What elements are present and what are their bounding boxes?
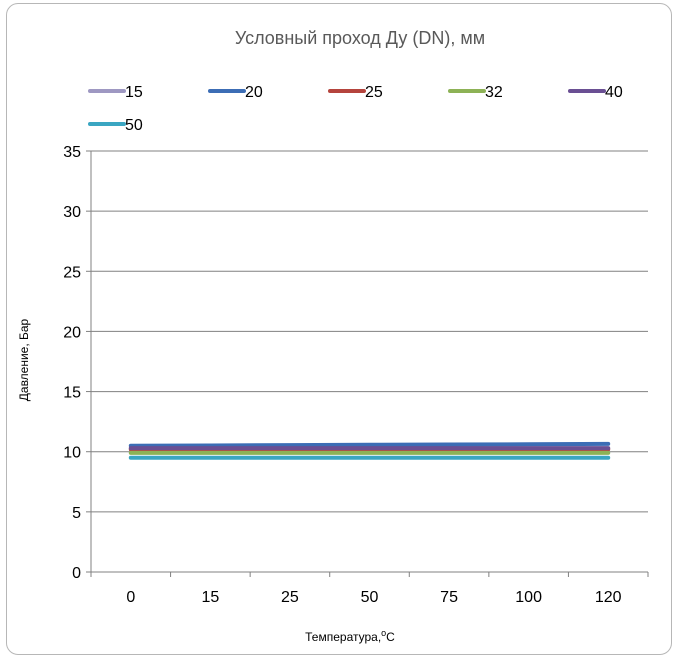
- y-tick-label: 10: [63, 445, 81, 462]
- x-tick-label: 100: [515, 589, 542, 606]
- series-lines: [128, 441, 611, 460]
- x-tick-label: 25: [281, 589, 299, 606]
- y-tick-label: 25: [63, 264, 81, 281]
- legend-label: 50: [125, 117, 143, 134]
- x-tick-label: 120: [595, 589, 622, 606]
- legend-label: 40: [605, 84, 623, 101]
- y-tick-label: 20: [63, 324, 81, 341]
- series-line-20: [128, 441, 611, 448]
- gridlines: [90, 150, 648, 573]
- chart-frame: [6, 3, 672, 655]
- x-axis-label-unit: С: [386, 630, 395, 644]
- legend-label: 15: [125, 84, 143, 101]
- y-tick-label: 30: [63, 204, 81, 221]
- legend-label: 32: [485, 84, 503, 101]
- x-axis-ticks: 0 15 25 50 75 100 120: [90, 572, 649, 606]
- x-tick-label: 15: [201, 589, 219, 606]
- x-tick-label: 0: [126, 589, 135, 606]
- x-tick-label: 50: [361, 589, 379, 606]
- x-axis-label: Температура,oС: [305, 628, 395, 644]
- chart-title: Условный проход Ду (DN), мм: [235, 28, 485, 48]
- legend-label: 25: [365, 84, 383, 101]
- y-tick-label: 0: [72, 565, 81, 582]
- y-tick-label: 35: [63, 144, 81, 161]
- x-axis-label-degree: o: [381, 628, 386, 638]
- y-tick-label: 15: [63, 385, 81, 402]
- x-axis-label-text: Температура,: [305, 630, 381, 644]
- legend: 15 20 25 32 40 50: [88, 84, 623, 134]
- legend-label: 20: [245, 84, 263, 101]
- x-tick-label: 75: [440, 589, 458, 606]
- y-tick-label: 5: [72, 505, 81, 522]
- y-axis-ticks: 0 5 10 15 20 25 30 35: [63, 144, 91, 582]
- y-axis-label: Давление, Бар: [17, 318, 31, 401]
